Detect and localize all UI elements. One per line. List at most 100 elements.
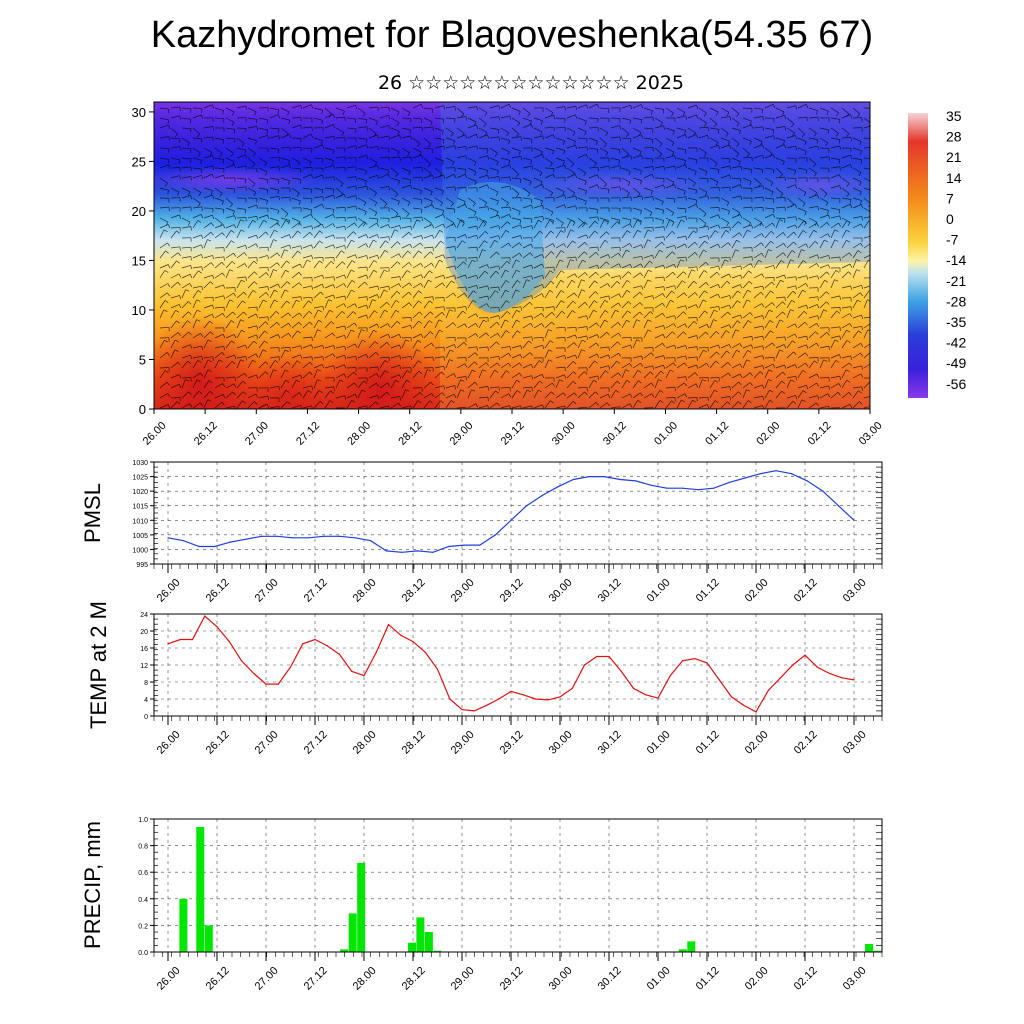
wind-barb [531, 199, 533, 204]
wind-barb [280, 369, 286, 379]
wind-barb [720, 396, 730, 399]
wind-barb [357, 177, 367, 182]
data-point [436, 668, 439, 670]
wind-barb [236, 186, 246, 189]
wind-barb [203, 296, 214, 299]
wind-barb [511, 390, 518, 399]
wind-barb [258, 371, 266, 379]
wind-barb [775, 274, 785, 279]
wind-barb [434, 297, 445, 299]
wind-barb [764, 127, 774, 131]
wind-barb [372, 299, 377, 302]
wind-barb [192, 244, 202, 249]
wind-barb [255, 140, 257, 145]
wind-barb [857, 299, 861, 303]
wind-barb [519, 219, 522, 224]
wind-barb [225, 127, 235, 130]
wind-barb [181, 117, 191, 120]
wind-barb [201, 244, 204, 249]
wind-barb [588, 334, 598, 339]
wind-barb [320, 291, 324, 296]
wind-barb [335, 166, 346, 169]
wind-barb [860, 243, 863, 247]
wind-barb [541, 284, 545, 289]
wind-barb [750, 372, 753, 377]
wind-barb [599, 177, 607, 185]
wind-barb [335, 156, 345, 159]
wind-barb [258, 197, 268, 201]
wind-barb [291, 263, 301, 269]
wind-barb [297, 250, 302, 254]
wind-barb [762, 384, 765, 389]
wind-barb [775, 260, 782, 269]
wind-barb [704, 240, 709, 244]
wind-barb [629, 219, 632, 224]
wind-barb [313, 117, 323, 121]
data-point [792, 664, 794, 666]
wind-barb [654, 147, 663, 155]
wind-barb [264, 162, 268, 167]
wind-barb [483, 319, 487, 323]
wind-barb [339, 379, 344, 382]
wind-barb [770, 182, 774, 187]
panel-frame [153, 613, 883, 717]
wind-barb [846, 133, 850, 137]
wind-barb [725, 330, 730, 334]
wind-barb [665, 331, 673, 339]
wind-barb [654, 107, 664, 110]
wind-barb [588, 246, 598, 249]
wind-barb [869, 381, 870, 382]
wind-barb [577, 167, 586, 173]
wind-barb [409, 282, 412, 287]
wind-barb [687, 114, 697, 119]
wind-barb [793, 241, 797, 246]
wind-barb [632, 167, 642, 172]
wind-barb [819, 309, 824, 319]
wind-barb [775, 319, 781, 329]
wind-barb [808, 304, 818, 309]
wind-barb [451, 202, 454, 207]
wind-barb [225, 299, 230, 309]
wind-barb [177, 361, 181, 366]
wind-barb [236, 229, 242, 239]
wind-barb [478, 220, 484, 229]
wind-barb [835, 360, 840, 363]
wind-barb [659, 400, 664, 403]
wind-barb [318, 319, 323, 323]
wind-barb [379, 224, 389, 229]
wind-barb [654, 241, 663, 249]
wind-barb [181, 217, 191, 223]
wind-barb [355, 105, 358, 110]
wind-barb [280, 281, 288, 289]
wind-barb [606, 231, 610, 235]
wind-barb [273, 239, 278, 242]
wind-barb [302, 336, 312, 339]
wind-barb [346, 176, 356, 179]
wind-barb [368, 157, 378, 163]
wind-barb [768, 369, 773, 372]
wind-barb [529, 301, 533, 306]
wind-barb [498, 116, 500, 121]
wind-barb [210, 281, 214, 285]
wind-barb [357, 221, 365, 229]
wind-barb [731, 184, 741, 189]
wind-barb [742, 117, 752, 122]
wind-barb [654, 302, 663, 309]
wind-barb [850, 355, 853, 360]
wind-barb [549, 219, 554, 223]
wind-barb [434, 346, 445, 349]
wind-barb [618, 263, 622, 268]
wind-barb [641, 256, 643, 261]
wind-barb [632, 127, 641, 133]
data-point [401, 551, 403, 553]
wind-barb [594, 230, 599, 234]
wind-barb [362, 222, 366, 227]
wind-barb [412, 216, 422, 219]
wind-barb [618, 353, 621, 357]
x-tick-label: 29.12 [498, 577, 526, 605]
y-tick-label: 20 [140, 629, 148, 636]
wind-barb [709, 305, 719, 309]
wind-barb [456, 389, 461, 399]
wind-barb [731, 214, 741, 219]
